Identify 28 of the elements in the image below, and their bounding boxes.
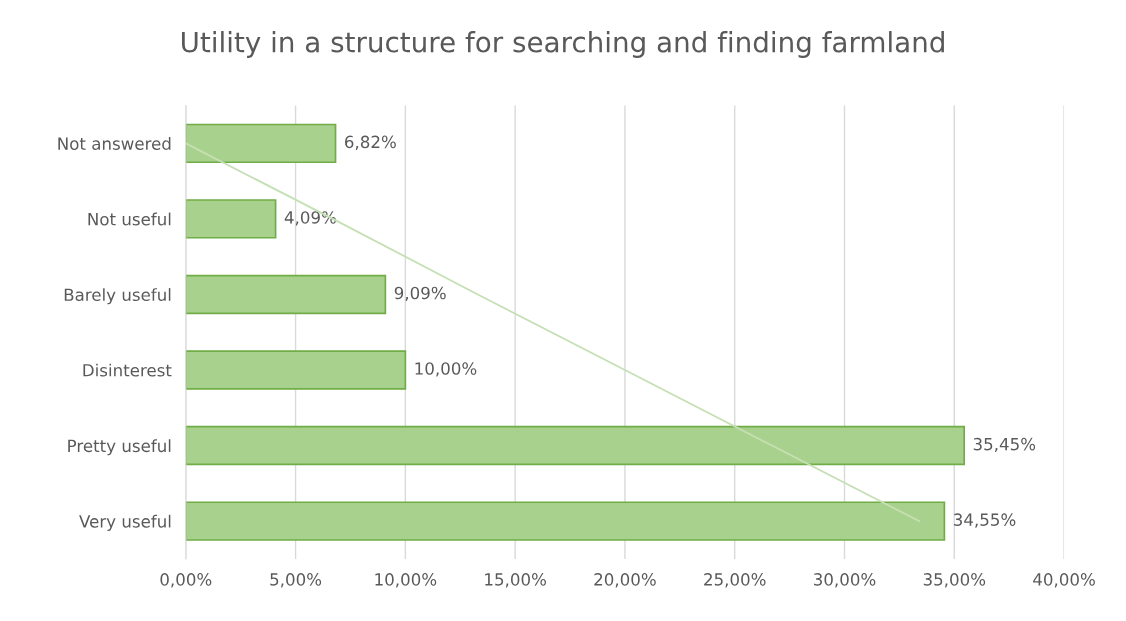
x-tick-label: 35,00% <box>923 573 986 588</box>
y-tick-label: Very useful <box>79 514 171 531</box>
data-label: 34,55% <box>954 513 1016 528</box>
data-label: 4,09% <box>284 211 336 226</box>
y-tick-label: Not answered <box>58 137 171 150</box>
x-tick-label: 5,00% <box>270 573 322 588</box>
bar <box>185 199 277 239</box>
bar <box>185 501 946 541</box>
data-label: 6,82% <box>345 135 396 150</box>
x-tick-label: 15,00% <box>485 573 546 588</box>
y-tick-label: Not useful <box>88 212 171 226</box>
bar <box>185 274 387 315</box>
x-tick-label: 40,00% <box>1033 573 1095 588</box>
bar <box>185 425 966 466</box>
bar <box>185 123 337 164</box>
data-label: 10,00% <box>415 362 477 377</box>
x-tick-label: 20,00% <box>594 573 656 588</box>
data-label: 9,09% <box>394 286 446 301</box>
x-tick-label: 10,00% <box>375 573 437 588</box>
data-label: 35,45% <box>973 437 1036 453</box>
y-tick-label: Disinterest <box>83 363 172 377</box>
chart-title: Utility in a structure for searching and finding farmland <box>182 31 944 58</box>
x-tick-label: 30,00% <box>814 573 876 588</box>
y-tick-label: Pretty useful <box>68 439 171 456</box>
x-tick-label: 25,00% <box>704 573 766 588</box>
y-tick-label: Barely useful <box>64 288 171 305</box>
bar <box>185 350 407 390</box>
x-tick-label: 0,00% <box>160 573 212 588</box>
